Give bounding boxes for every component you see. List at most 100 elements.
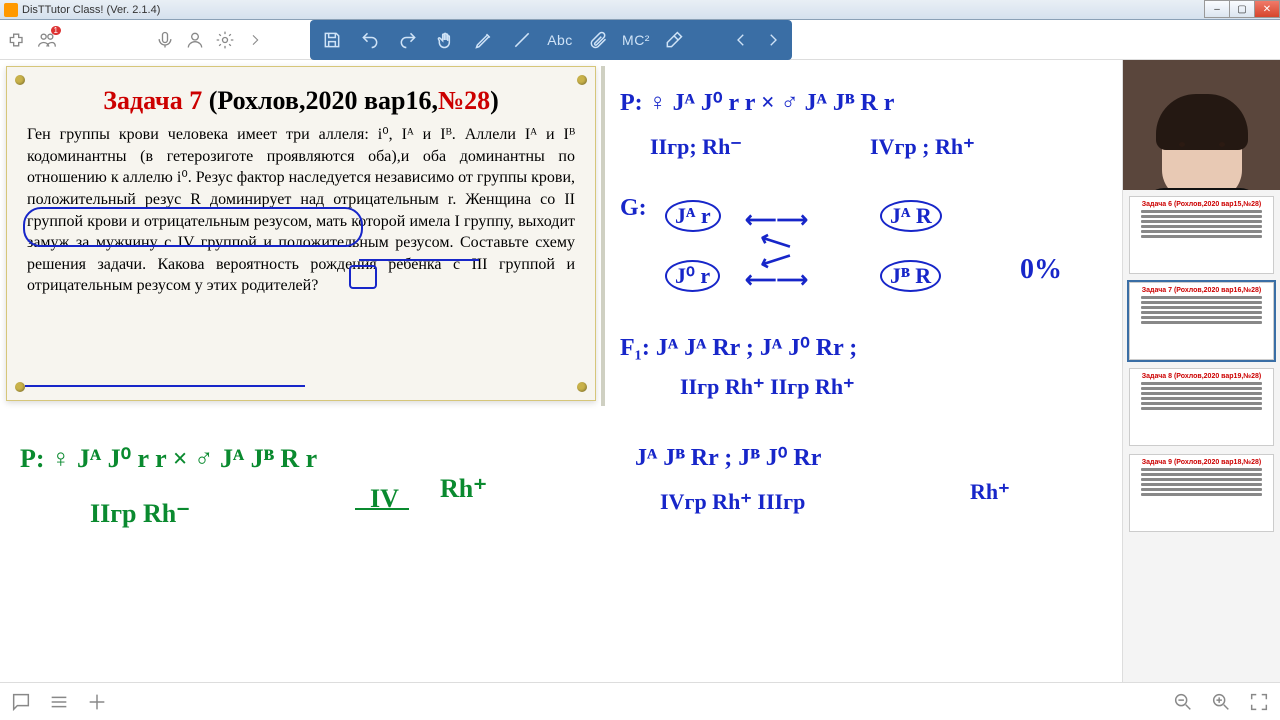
handwriting-green-line (355, 508, 409, 510)
save-icon[interactable] (320, 28, 344, 52)
mic-icon[interactable] (154, 29, 176, 51)
pin-icon (577, 75, 587, 85)
handwriting-blue: P: ♀ Jᴬ J⁰ r r × ♂ Jᴬ Jᴮ R r (620, 90, 894, 116)
zoom-out-icon[interactable] (1172, 691, 1194, 713)
thumbnail-title: Задача 7 (Рохлов,2020 вар16,№28) (1142, 287, 1261, 295)
maximize-button[interactable]: ▢ (1229, 0, 1255, 18)
thumbnail-line (1141, 478, 1263, 481)
annotation-oval (23, 207, 363, 247)
gear-icon[interactable] (214, 29, 236, 51)
thumbnail-line (1141, 296, 1263, 299)
thumbnail-line (1141, 387, 1263, 390)
chat-icon[interactable] (10, 691, 32, 713)
slide-thumbnails: Задача 6 (Рохлов,2020 вар15,№28) Задача 7… (1123, 190, 1280, 682)
handwriting-blue: IIгр; Rh⁻ (650, 135, 742, 159)
annotation-underline (25, 385, 305, 387)
thumbnail-title: Задача 9 (Рохлов,2020 вар18,№28) (1142, 459, 1261, 467)
add-icon[interactable] (86, 691, 108, 713)
pin-icon (577, 382, 587, 392)
gamete-circle: Jᴮ R (880, 260, 941, 292)
handwriting-blue: IVгр ; Rh⁺ (870, 135, 975, 159)
gamete-circle: Jᴬ r (665, 200, 721, 232)
thumbnail-line (1141, 235, 1263, 238)
slide-title-num: Задача 7 (103, 86, 202, 115)
thumbnail-line (1141, 220, 1263, 223)
right-column: Задача 6 (Рохлов,2020 вар15,№28) Задача 7… (1122, 60, 1280, 682)
annotation-underline (359, 259, 479, 261)
slide-edge-shadow (601, 66, 605, 406)
handwriting-blue: Rh⁺ (970, 480, 1010, 504)
thumbnail-title: Задача 6 (Рохлов,2020 вар15,№28) (1142, 201, 1261, 209)
slide-title-src: (Рохлов,2020 вар16, (202, 86, 438, 115)
slide-title-end: ) (490, 86, 499, 115)
handwriting-green: Rh⁺ (440, 475, 487, 504)
window-controls: – ▢ ✕ (1205, 0, 1280, 18)
handwriting-green: IIгр Rh⁻ (90, 500, 190, 529)
handwriting-blue: Jᴬ r (665, 200, 721, 232)
line-icon[interactable] (510, 28, 534, 52)
thumbnail-line (1141, 483, 1263, 486)
window-title: DisTTutor Class! (Ver. 2.1.4) (22, 4, 160, 16)
slide-title-no: №28 (438, 86, 490, 115)
handwriting-blue: 0% (1020, 255, 1062, 286)
thumbnail-line (1141, 301, 1263, 304)
attach-icon[interactable] (586, 28, 610, 52)
thumbnail-line (1141, 407, 1263, 410)
app-icon (4, 3, 18, 17)
handwriting-blue: IIгр Rh⁺ IIгр Rh⁺ (680, 375, 855, 399)
handwriting-green: P: ♀ Jᴬ J⁰ r r × ♂ Jᴬ Jᴮ R r (20, 445, 317, 474)
pen-icon[interactable] (472, 28, 496, 52)
app-toolbar: Abc MC² (0, 20, 1280, 60)
whiteboard-canvas[interactable]: Задача 7 (Рохлов,2020 вар16,№28) Ген гру… (0, 60, 1122, 682)
next-page-icon[interactable] (764, 28, 782, 52)
handwriting-blue: F₁: Jᴬ Jᴬ Rr ; Jᴬ J⁰ Rr ; (620, 335, 857, 361)
handwriting-blue: Jᴬ Jᴮ Rr ; Jᴮ J⁰ Rr (635, 445, 821, 471)
gamete-circle: J⁰ r (665, 260, 720, 292)
handwriting-blue: J⁰ r (665, 260, 720, 292)
hand-icon[interactable] (434, 28, 458, 52)
handwriting-blue: G: (620, 195, 647, 221)
handwriting-blue: Jᴬ R (880, 200, 942, 232)
thumbnail-line (1141, 468, 1263, 471)
slide-thumbnail[interactable]: Задача 6 (Рохлов,2020 вар15,№28) (1129, 196, 1274, 274)
undo-icon[interactable] (358, 28, 382, 52)
webcam-avatar (1162, 100, 1242, 190)
status-bar (0, 682, 1280, 720)
person-outline-icon[interactable] (184, 29, 206, 51)
slide-thumbnail[interactable]: Задача 9 (Рохлов,2020 вар18,№28) (1129, 454, 1274, 532)
redo-icon[interactable] (396, 28, 420, 52)
thumbnail-line (1141, 402, 1263, 405)
window-titlebar: DisTTutor Class! (Ver. 2.1.4) – ▢ ✕ (0, 0, 1280, 20)
thumbnail-line (1141, 488, 1263, 491)
edit-toolbar: Abc MC² (310, 20, 792, 60)
thumbnail-line (1141, 210, 1263, 213)
fullscreen-icon[interactable] (1248, 691, 1270, 713)
handwriting-blue: IVгр Rh⁺ IIIгр (660, 490, 805, 514)
chevron-right-icon[interactable] (244, 29, 266, 51)
gamete-circle: Jᴬ R (880, 200, 942, 232)
zoom-in-icon[interactable] (1210, 691, 1232, 713)
menu-icon[interactable] (48, 691, 70, 713)
thumbnail-line (1141, 215, 1263, 218)
slide-card: Задача 7 (Рохлов,2020 вар16,№28) Ген гру… (6, 66, 596, 401)
webcam-view (1123, 60, 1280, 190)
thumbnail-line (1141, 306, 1263, 309)
people-icon[interactable] (36, 29, 58, 51)
thumbnail-line (1141, 225, 1263, 228)
text-tool[interactable]: Abc (548, 28, 572, 52)
thumbnail-line (1141, 321, 1263, 324)
thumbnail-line (1141, 493, 1263, 496)
puzzle-icon[interactable] (6, 29, 28, 51)
thumbnail-line (1141, 311, 1263, 314)
pin-icon (15, 75, 25, 85)
close-button[interactable]: ✕ (1254, 0, 1280, 18)
prev-page-icon[interactable] (732, 28, 750, 52)
slide-thumbnail[interactable]: Задача 7 (Рохлов,2020 вар16,№28) (1129, 282, 1274, 360)
thumbnail-line (1141, 316, 1263, 319)
slide-thumbnail[interactable]: Задача 8 (Рохлов,2020 вар19,№28) (1129, 368, 1274, 446)
eraser-icon[interactable] (662, 28, 686, 52)
minimize-button[interactable]: – (1204, 0, 1230, 18)
thumbnail-title: Задача 8 (Рохлов,2020 вар19,№28) (1142, 373, 1261, 381)
formula-tool[interactable]: MC² (624, 28, 648, 52)
pin-icon (15, 382, 25, 392)
